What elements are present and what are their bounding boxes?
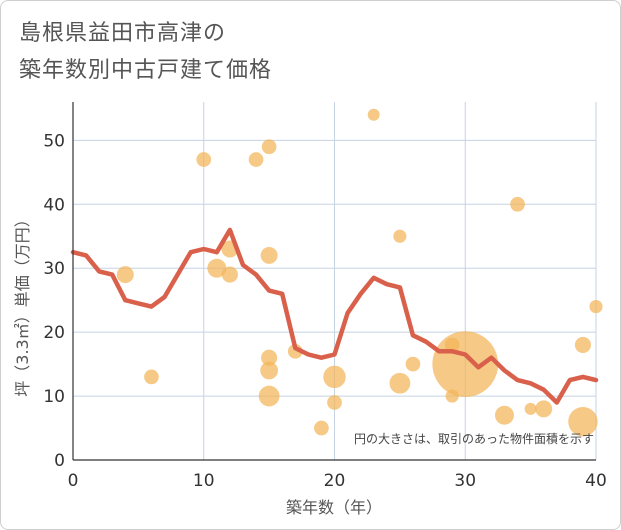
x-tick-label: 20 <box>324 471 346 491</box>
bubble-point <box>261 139 277 155</box>
axes: 0 10 20 30 40 0 10 20 30 40 50 <box>43 102 607 491</box>
bubble-point <box>196 152 212 167</box>
bubble-point <box>510 196 525 212</box>
y-tick-label: 40 <box>43 195 65 215</box>
y-tick-label: 10 <box>43 387 65 407</box>
x-tick-label: 40 <box>585 471 607 491</box>
chart-title-line2: 築年数別中古戸建て価格 <box>19 58 273 83</box>
bubble-point <box>568 406 598 437</box>
bubble-series <box>116 108 603 437</box>
bubble-point <box>323 365 346 389</box>
bubble-point <box>367 108 380 121</box>
size-note: 円の大きさは、取引のあった物件面積を示す <box>354 431 594 446</box>
bubble-point <box>144 369 159 385</box>
bubble-point <box>314 420 329 436</box>
y-tick-label: 50 <box>43 131 65 151</box>
bubble-point <box>327 395 342 410</box>
bubble-point <box>432 331 499 397</box>
bubble-point <box>258 385 280 407</box>
average-price-line <box>70 227 599 405</box>
chart-title: 島根県益田市高津の 築年数別中古戸建て価格 <box>19 15 599 89</box>
bubble-point <box>524 402 537 415</box>
bubble-point <box>494 405 514 425</box>
y-axis-label: 坪（3.3㎡）単価（万円） <box>13 211 32 396</box>
bubble-point <box>405 356 421 372</box>
bubble-point <box>589 299 603 314</box>
bubble-point <box>116 266 134 284</box>
bubble-point <box>574 336 591 353</box>
x-axis-label: 築年数（年） <box>286 498 382 517</box>
bubble-point <box>260 246 278 264</box>
line-series <box>70 227 599 405</box>
bubble-point <box>535 400 553 418</box>
x-tick-label: 0 <box>68 471 79 491</box>
bubble-point <box>207 258 227 278</box>
bubble-point <box>248 152 264 167</box>
x-tick-label: 10 <box>193 471 215 491</box>
x-tick-label: 30 <box>454 471 476 491</box>
chart-title-line1: 島根県益田市高津の <box>19 21 227 46</box>
bubble-point <box>389 372 411 394</box>
y-tick-label: 0 <box>54 451 65 471</box>
bubble-point <box>261 349 278 366</box>
y-tick-label: 20 <box>43 323 65 343</box>
bubble-point <box>221 266 238 283</box>
bubble-point <box>260 361 279 380</box>
bubble-point <box>393 229 407 243</box>
y-tick-label: 30 <box>43 259 65 279</box>
